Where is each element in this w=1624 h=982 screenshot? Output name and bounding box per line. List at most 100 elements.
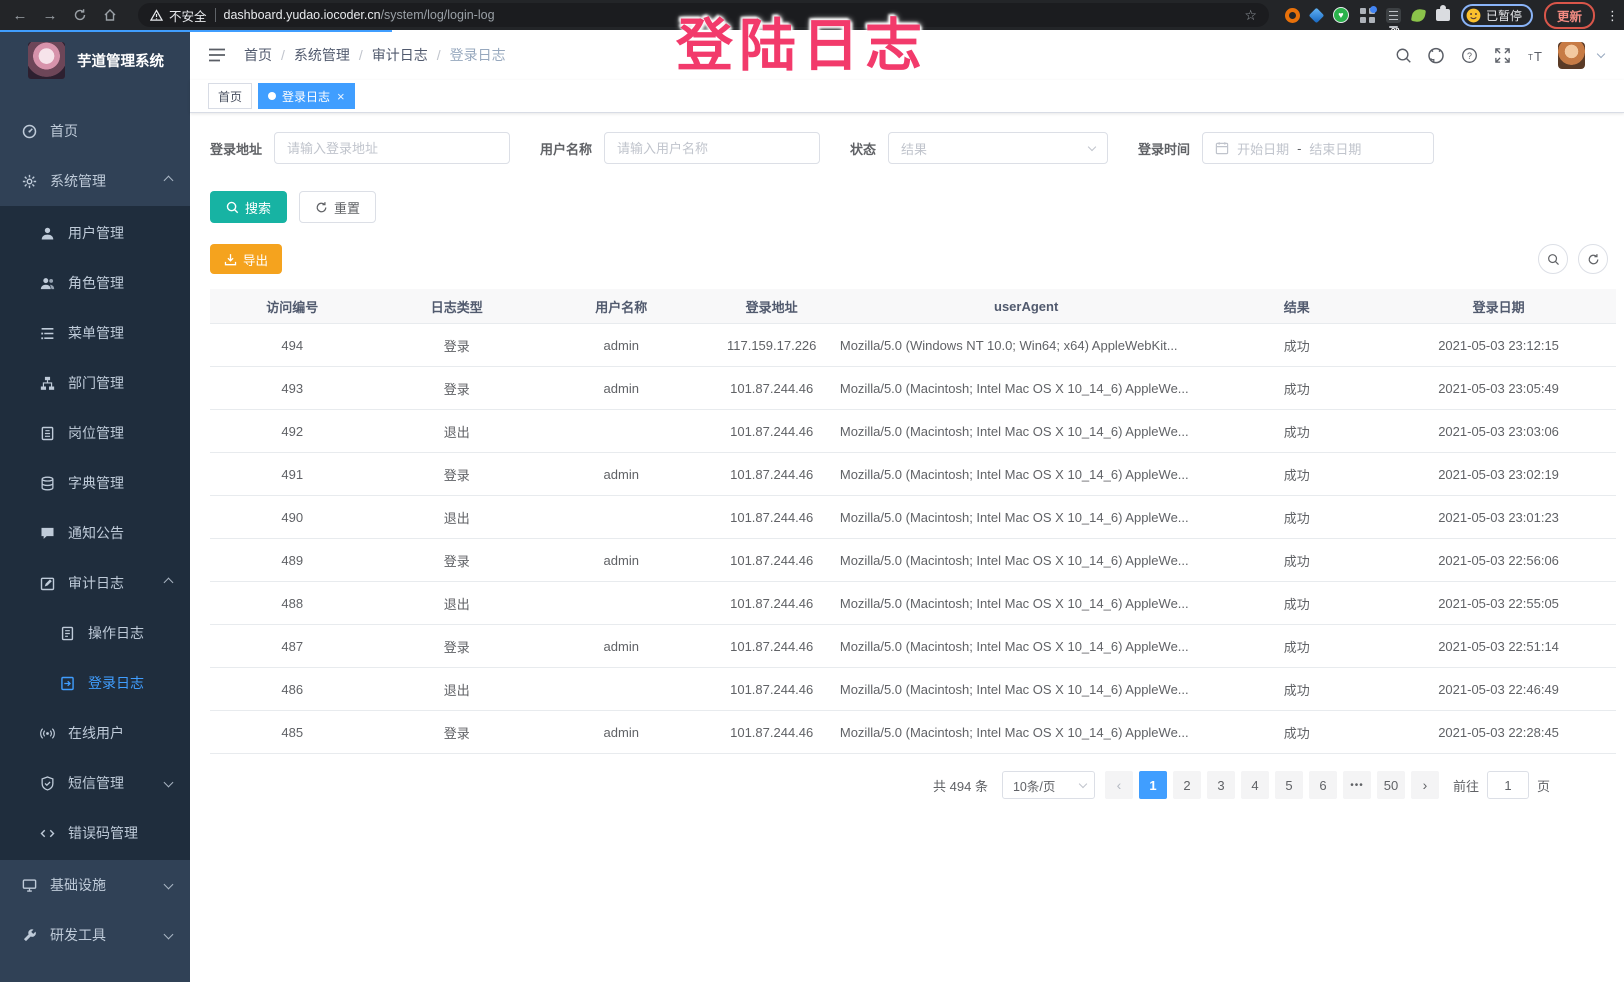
magnifier-icon (226, 201, 239, 213)
sidebar-item-home[interactable]: 首页 (0, 106, 190, 156)
table-row[interactable]: 485 登录 admin 101.87.244.46 Mozilla/5.0 (… (210, 711, 1616, 754)
sidebar-item-sms[interactable]: 短信管理 (0, 758, 190, 808)
sidebar-item-users[interactable]: 用户管理 (0, 208, 190, 258)
app-logo[interactable]: 芋道管理系统 (0, 30, 190, 90)
table-row[interactable]: 489 登录 admin 101.87.244.46 Mozilla/5.0 (… (210, 539, 1616, 582)
reset-button[interactable]: 重置 (299, 191, 377, 223)
paused-badge[interactable]: 已暂停 (1460, 3, 1533, 27)
sidebar-item-dictionary[interactable]: 字典管理 (0, 458, 190, 508)
table-row[interactable]: 487 登录 admin 101.87.244.46 Mozilla/5.0 (… (210, 625, 1616, 668)
table-row[interactable]: 493 登录 admin 101.87.244.46 Mozilla/5.0 (… (210, 367, 1616, 410)
page-button[interactable]: 2 (1172, 771, 1201, 799)
sidebar-item-infrastructure[interactable]: 基础设施 (0, 860, 190, 910)
page-button[interactable]: 50 (1376, 771, 1405, 799)
more-pages-button[interactable]: ••• (1342, 771, 1371, 799)
breadcrumb-item[interactable]: 首页 (244, 47, 272, 63)
sidebar-item-menus[interactable]: 菜单管理 (0, 308, 190, 358)
next-page-button[interactable]: › (1410, 771, 1439, 799)
extension-icon-heart[interactable]: ♥ (1332, 7, 1349, 23)
browser-reload-button[interactable] (68, 3, 92, 27)
export-button[interactable]: 导出 (210, 244, 283, 274)
goto-page-input[interactable] (1486, 771, 1529, 799)
extension-icon-orange[interactable] (1284, 7, 1300, 23)
help-icon[interactable]: ? (1459, 45, 1479, 65)
date-range-picker[interactable]: 开始日期 - 结束日期 (1202, 132, 1435, 164)
toggle-search-button[interactable] (1538, 244, 1568, 274)
sidebar-item-system[interactable]: 系统管理 (0, 156, 190, 206)
tag-login-log[interactable]: 登录日志 × (258, 83, 355, 109)
github-icon[interactable] (1426, 45, 1446, 65)
page-button[interactable]: 1 (1138, 771, 1167, 799)
sidebar-item-departments[interactable]: 部门管理 (0, 358, 190, 408)
page-button[interactable]: 4 (1240, 771, 1269, 799)
search-button[interactable]: 搜索 (210, 191, 288, 223)
form-buttons: 搜索 重置 (210, 191, 1616, 223)
sidebar-item-roles[interactable]: 角色管理 (0, 258, 190, 308)
breadcrumb-item[interactable]: 系统管理 (293, 47, 350, 63)
users-icon (39, 276, 55, 291)
page-button[interactable]: 6 (1308, 771, 1337, 799)
cell-date: 2021-05-03 23:05:49 (1438, 380, 1559, 396)
date-end-placeholder[interactable]: 结束日期 (1309, 141, 1362, 157)
sidebar-item-login-log[interactable]: 登录日志 (0, 658, 190, 708)
browser-home-button[interactable] (98, 3, 122, 27)
browser-forward-button[interactable]: → (42, 6, 58, 24)
table-row[interactable]: 488 退出 101.87.244.46 Mozilla/5.0 (Macint… (210, 582, 1616, 625)
cell-date: 2021-05-03 22:28:45 (1438, 724, 1559, 740)
emoji-face-icon (1466, 8, 1481, 22)
address-separator (214, 8, 216, 22)
table-row[interactable]: 492 退出 101.87.244.46 Mozilla/5.0 (Macint… (210, 410, 1616, 453)
url-text[interactable]: dashboard.yudao.iocoder.cn/system/log/lo… (223, 8, 495, 22)
extension-icon-adblock[interactable]: on (1385, 7, 1401, 34)
username-input[interactable] (617, 140, 808, 156)
sidebar-item-rd-tools[interactable]: 研发工具 (0, 910, 190, 960)
browser-update-button[interactable]: 更新 (1543, 1, 1595, 29)
menu-tree-icon (39, 326, 55, 341)
avatar-caret-icon[interactable] (1596, 49, 1606, 58)
sidebar-toggle-button[interactable] (204, 43, 230, 67)
extension-icon-grid[interactable] (1359, 5, 1377, 23)
cell-date: 2021-05-03 23:01:23 (1438, 509, 1559, 525)
browser-back-button[interactable]: ← (12, 6, 28, 24)
search-icon[interactable] (1393, 45, 1413, 65)
cell-type: 登录 (443, 553, 470, 569)
address-bar[interactable]: 不安全 dashboard.yudao.iocoder.cn/system/lo… (138, 3, 1269, 27)
close-icon[interactable]: × (337, 88, 345, 104)
table-row[interactable]: 486 退出 101.87.244.46 Mozilla/5.0 (Macint… (210, 668, 1616, 711)
page-button[interactable]: 5 (1274, 771, 1303, 799)
sidebar-item-error-codes[interactable]: 错误码管理 (0, 808, 190, 858)
security-indicator[interactable]: 不安全 (150, 6, 207, 25)
extension-icon-gem[interactable] (1308, 7, 1325, 23)
extensions-puzzle-icon[interactable] (1435, 5, 1450, 21)
tag-home[interactable]: 首页 (208, 83, 253, 109)
sidebar-item-notices[interactable]: 通知公告 (0, 508, 190, 558)
bookmark-star-icon[interactable]: ☆ (1244, 6, 1257, 23)
address-input[interactable] (287, 140, 498, 156)
page-button[interactable]: 3 (1206, 771, 1235, 799)
page-size-select[interactable]: 10条/页 (1001, 771, 1095, 799)
refresh-table-button[interactable] (1578, 244, 1608, 274)
date-start-placeholder[interactable]: 开始日期 (1237, 141, 1290, 157)
browser-menu-icon[interactable]: ⋮ (1606, 7, 1619, 23)
svg-text:T: T (1528, 53, 1533, 62)
breadcrumb-item[interactable]: 审计日志 (371, 47, 428, 63)
user-avatar[interactable] (1558, 41, 1585, 69)
table-row[interactable]: 490 退出 101.87.244.46 Mozilla/5.0 (Macint… (210, 496, 1616, 539)
chevron-down-icon (163, 777, 174, 788)
sidebar-item-posts[interactable]: 岗位管理 (0, 408, 190, 458)
table-row[interactable]: 491 登录 admin 101.87.244.46 Mozilla/5.0 (… (210, 453, 1616, 496)
status-select[interactable]: 结果 (888, 132, 1109, 164)
fullscreen-icon[interactable] (1492, 45, 1512, 65)
breadcrumb-item-current: 登录日志 (449, 47, 506, 63)
table-row[interactable]: 494 登录 admin 117.159.17.226 Mozilla/5.0 … (210, 324, 1616, 367)
sidebar-item-operation-log[interactable]: 操作日志 (0, 608, 190, 658)
chevron-up-icon (163, 175, 174, 186)
cell-date: 2021-05-03 23:02:19 (1438, 466, 1559, 482)
sidebar-item-audit-log[interactable]: 审计日志 (0, 558, 190, 608)
prev-page-button[interactable]: ‹ (1104, 771, 1133, 799)
sidebar-item-label: 首页 (50, 123, 78, 139)
extension-icon-leaf[interactable] (1410, 7, 1426, 23)
sidebar-item-online-users[interactable]: 在线用户 (0, 708, 190, 758)
cell-ip: 101.87.244.46 (730, 509, 814, 525)
